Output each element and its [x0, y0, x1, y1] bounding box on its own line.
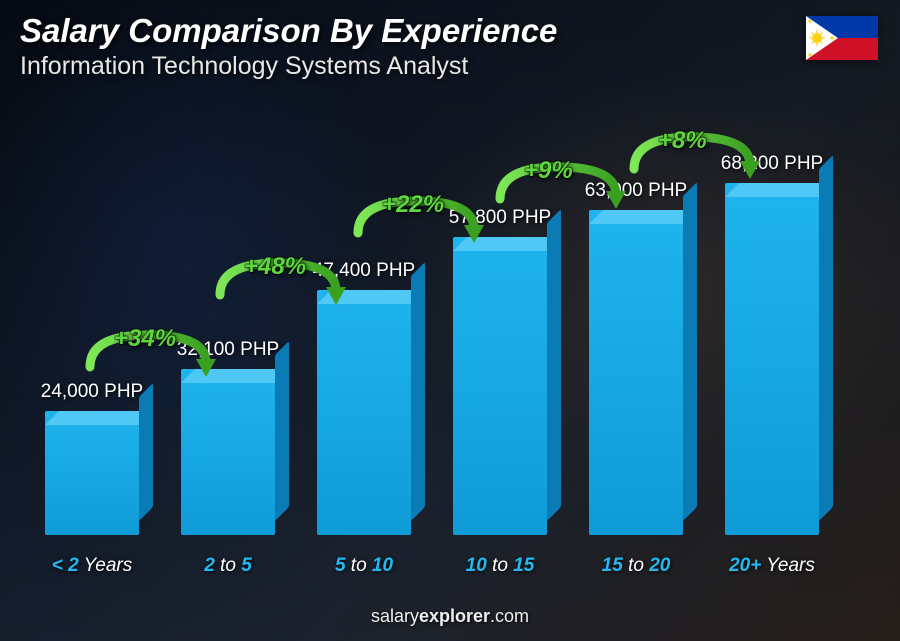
bar-side-face — [819, 155, 833, 521]
bar-top-face — [45, 411, 153, 425]
x-axis-label: 20+ Years — [704, 555, 840, 577]
bar-side-face — [683, 182, 697, 521]
bar-front-face — [317, 290, 411, 535]
bar — [317, 290, 411, 535]
bar — [589, 210, 683, 535]
flag-icon — [806, 16, 878, 60]
bar-group: 68,200 PHP — [704, 153, 840, 535]
x-axis: < 2 Years2 to 55 to 1010 to 1515 to 2020… — [24, 555, 840, 577]
bar-side-face — [275, 341, 289, 521]
bar-front-face — [589, 210, 683, 535]
header: Salary Comparison By Experience Informat… — [20, 12, 880, 81]
x-axis-label: 10 to 15 — [432, 555, 568, 577]
bar — [45, 411, 139, 535]
x-axis-label: 15 to 20 — [568, 555, 704, 577]
brand-part-1: salary — [371, 606, 419, 626]
bar — [453, 237, 547, 535]
bar-chart: 24,000 PHP32,100 PHP47,400 PHP57,800 PHP… — [24, 107, 840, 577]
page-title: Salary Comparison By Experience — [20, 12, 880, 50]
page-subtitle: Information Technology Systems Analyst — [20, 52, 880, 81]
footer-brand: salaryexplorer.com — [0, 606, 900, 627]
bar — [181, 369, 275, 535]
bar-side-face — [547, 209, 561, 521]
x-axis-label: 5 to 10 — [296, 555, 432, 577]
brand-part-2: explorer — [419, 606, 490, 626]
x-axis-label: < 2 Years — [24, 555, 160, 577]
brand-suffix: .com — [490, 606, 529, 626]
pct-label: +22% — [382, 191, 444, 219]
pct-label: +8% — [658, 127, 707, 155]
pct-label: +9% — [524, 157, 573, 185]
bar-group: 63,000 PHP — [568, 180, 704, 535]
x-axis-label: 2 to 5 — [160, 555, 296, 577]
bar-group: 24,000 PHP — [24, 381, 160, 535]
bar-side-face — [411, 262, 425, 521]
bar-front-face — [45, 411, 139, 535]
pct-label: +48% — [244, 253, 306, 281]
bar-front-face — [725, 183, 819, 535]
bar — [725, 183, 819, 535]
bar-front-face — [181, 369, 275, 535]
pct-label: +34% — [114, 325, 176, 353]
bar-side-face — [139, 383, 153, 521]
bar-front-face — [453, 237, 547, 535]
